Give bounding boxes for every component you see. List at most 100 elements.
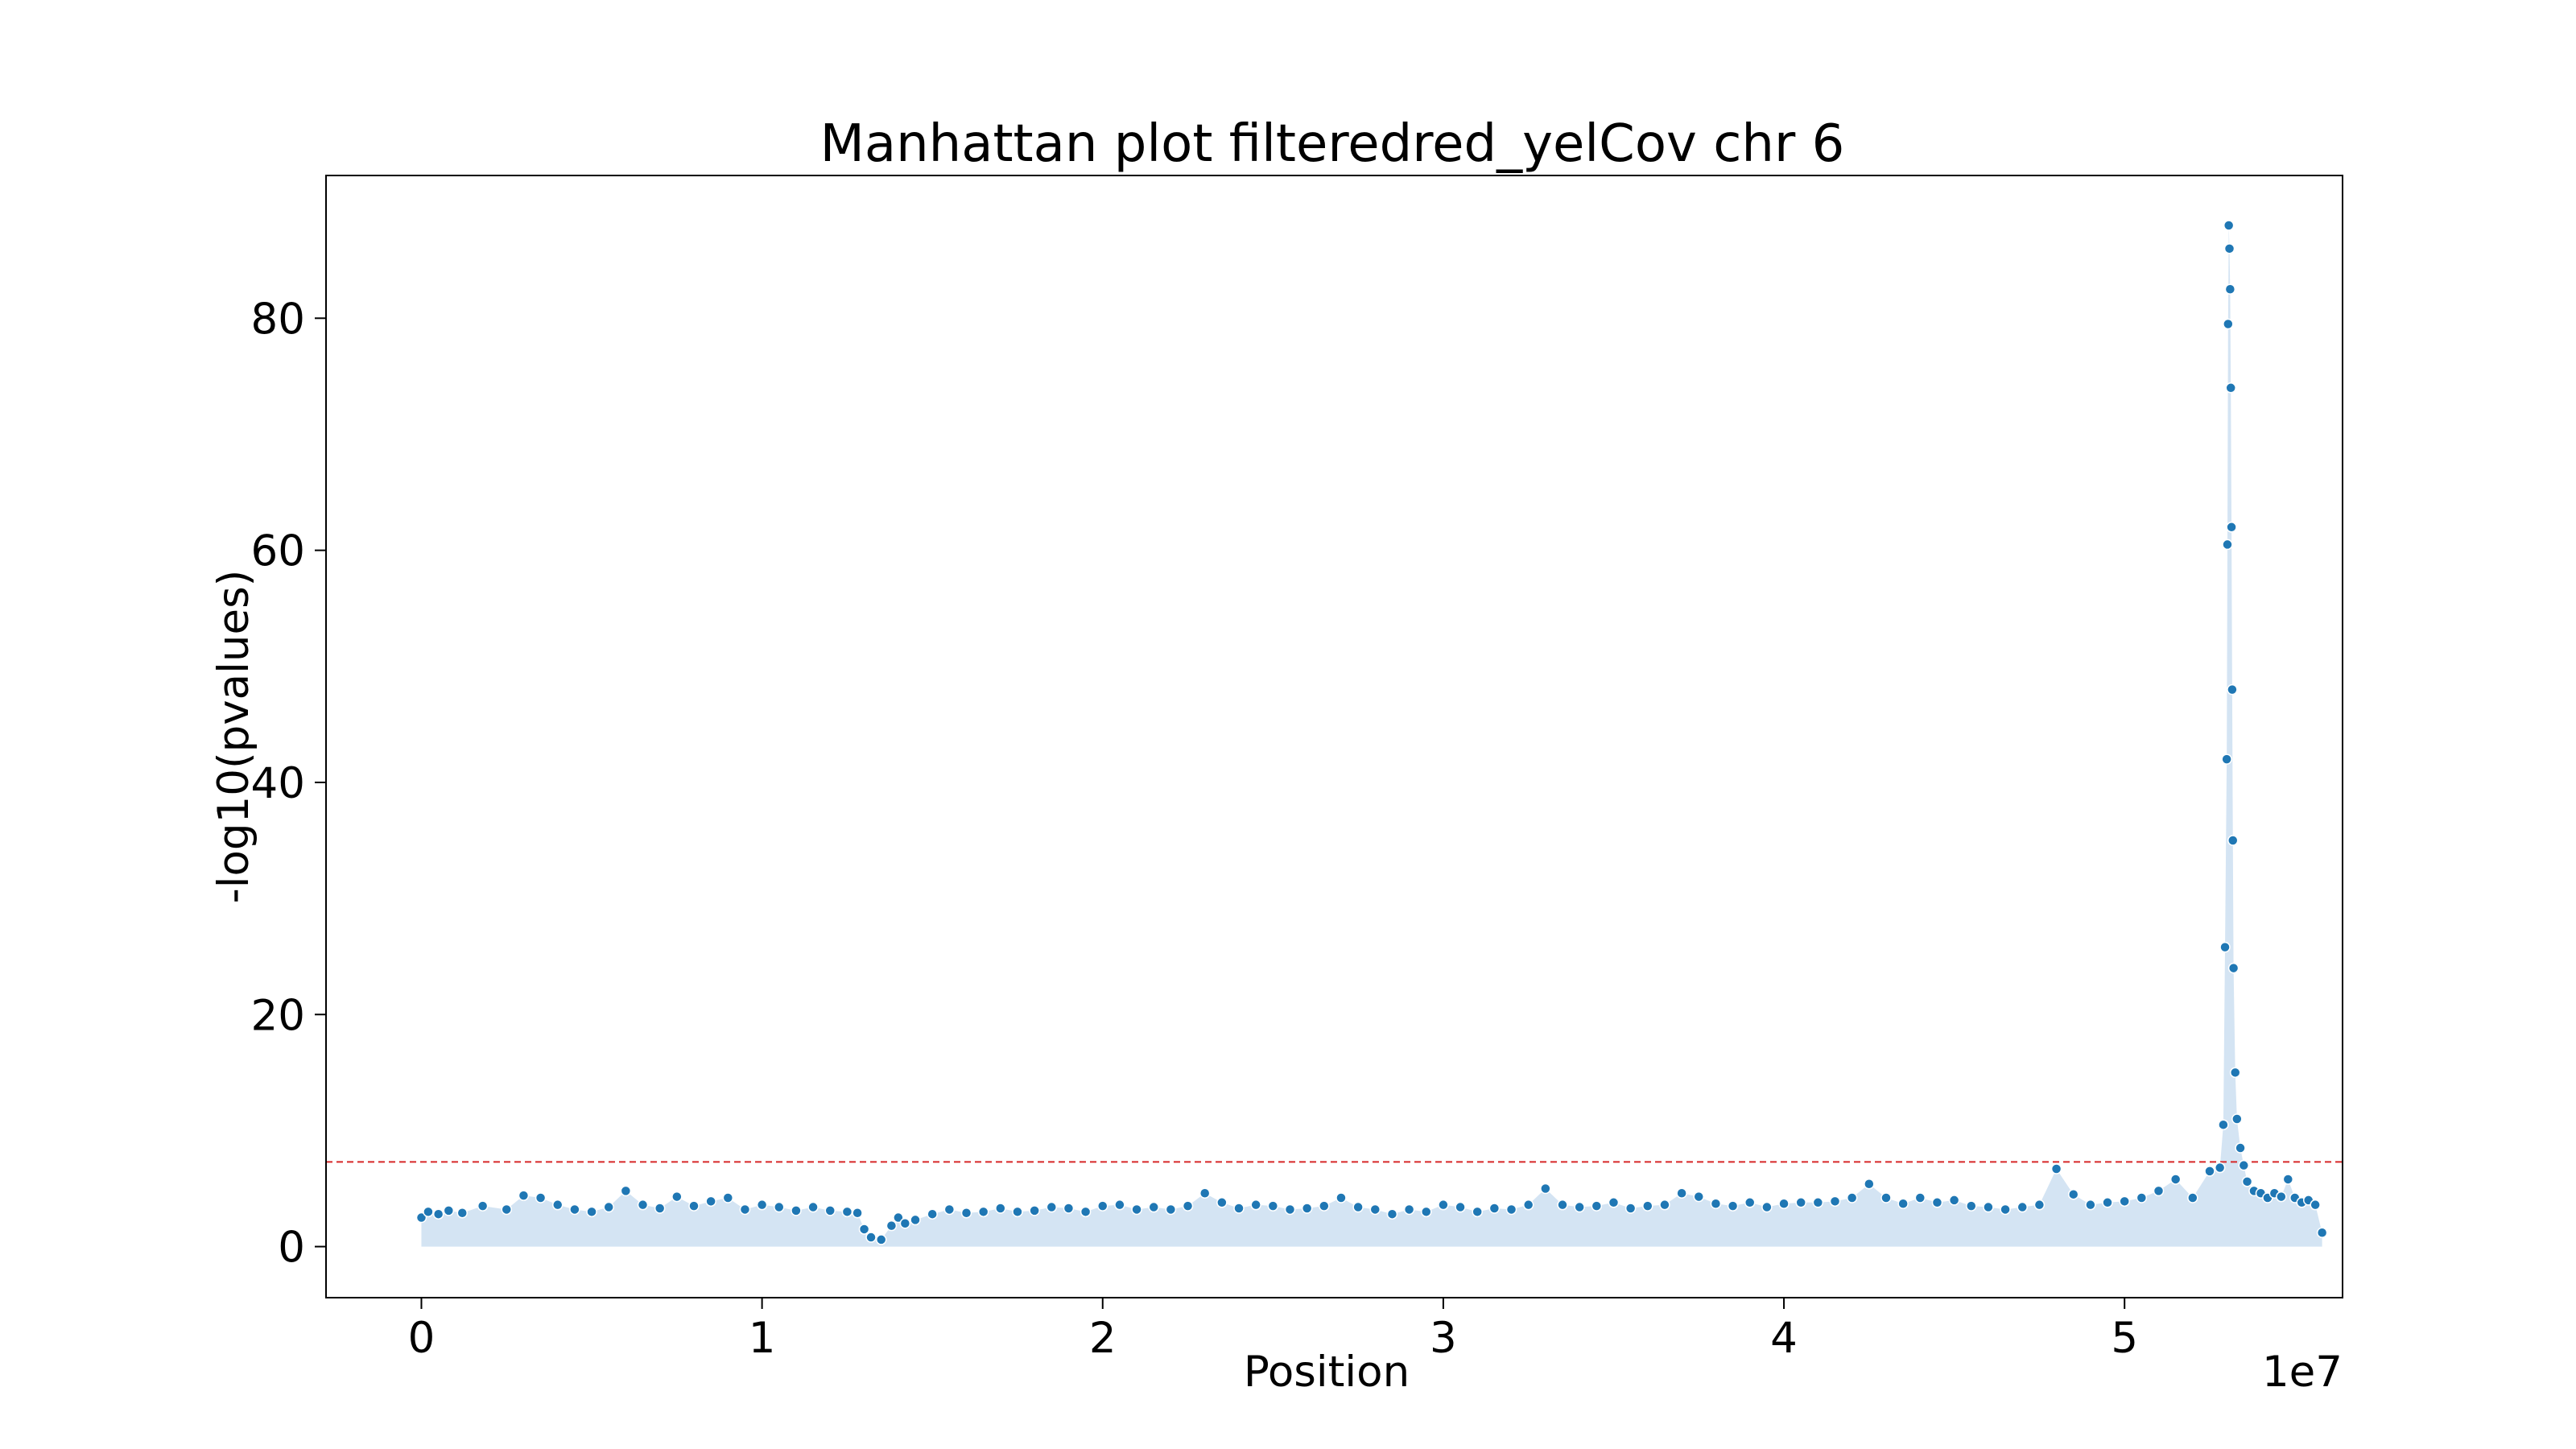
data-point: [791, 1205, 802, 1216]
data-point: [432, 1208, 444, 1220]
x-axis-ticks: 0 1 2 3 4 5: [408, 1298, 2138, 1363]
data-point: [2067, 1188, 2079, 1200]
data-point: [2033, 1199, 2046, 1211]
data-point: [2136, 1192, 2148, 1203]
y-axis-ticks: 0 20 40 60 80: [251, 295, 326, 1273]
y-tick-label: 60: [251, 527, 305, 576]
data-point: [2187, 1192, 2198, 1203]
data-point: [551, 1199, 564, 1211]
data-point: [858, 1224, 870, 1235]
data-point: [1522, 1199, 1534, 1211]
data-point: [1744, 1197, 1756, 1208]
data-point: [2050, 1163, 2062, 1174]
data-point: [1676, 1187, 1687, 1199]
data-point: [2225, 382, 2236, 394]
data-point: [1591, 1200, 1603, 1212]
data-point: [1029, 1205, 1040, 1216]
data-point: [852, 1208, 863, 1219]
data-point: [603, 1201, 614, 1213]
y-tick-label: 40: [251, 759, 305, 808]
data-point: [1693, 1191, 1705, 1203]
data-point: [756, 1199, 768, 1211]
chart-title: Manhattan plot filteredred_yelCov chr 6: [820, 114, 1845, 174]
data-point: [1250, 1199, 1261, 1211]
data-point: [671, 1191, 683, 1203]
y-axis-label: -log10(pvalues): [209, 570, 258, 904]
data-point: [423, 1206, 434, 1218]
data-point: [1846, 1192, 1858, 1203]
data-point: [1420, 1206, 1432, 1218]
data-point: [2223, 243, 2235, 254]
data-point: [739, 1203, 751, 1216]
data-point: [722, 1192, 734, 1203]
data-point: [841, 1206, 853, 1218]
data-point: [1148, 1201, 1159, 1213]
data-points: [415, 220, 2328, 1245]
data-point: [1795, 1197, 1806, 1208]
data-point: [2316, 1227, 2328, 1239]
data-point: [1864, 1178, 1875, 1190]
data-point: [2219, 941, 2231, 953]
data-point: [2222, 539, 2233, 551]
x-tick-label: 2: [1089, 1314, 1117, 1363]
data-point: [2214, 1162, 2226, 1174]
data-point: [1472, 1206, 1483, 1218]
data-point: [807, 1201, 819, 1213]
x-axis-offset-label: 1e7: [2262, 1348, 2343, 1397]
data-point: [2310, 1199, 2321, 1211]
data-point: [443, 1205, 455, 1216]
data-point: [456, 1208, 469, 1219]
data-point: [1710, 1198, 1722, 1209]
x-tick-label: 5: [2111, 1314, 2138, 1363]
data-point: [1369, 1203, 1381, 1216]
data-point: [1488, 1203, 1501, 1214]
data-point: [1557, 1199, 1568, 1211]
data-point: [1165, 1203, 1177, 1216]
data-point: [1897, 1198, 1909, 1209]
data-point: [2235, 1142, 2246, 1154]
data-point: [2017, 1201, 2028, 1213]
x-tick-label: 3: [1430, 1314, 1457, 1363]
data-point: [1335, 1192, 1347, 1203]
data-point: [960, 1208, 972, 1219]
data-point: [2223, 220, 2235, 231]
data-point: [774, 1201, 785, 1213]
data-point: [1097, 1200, 1108, 1212]
data-point: [995, 1203, 1006, 1214]
data-point: [535, 1192, 547, 1203]
data-point: [1199, 1187, 1211, 1199]
data-point: [2169, 1174, 2182, 1185]
data-point: [1455, 1201, 1466, 1213]
x-tick-label: 0: [408, 1314, 436, 1363]
data-point: [1540, 1183, 1551, 1195]
data-point: [943, 1203, 956, 1216]
data-point: [2241, 1176, 2253, 1187]
data-point: [1574, 1201, 1585, 1213]
data-point: [1063, 1203, 1075, 1214]
data-point: [1352, 1201, 1364, 1213]
data-point: [1778, 1198, 1790, 1209]
data-point: [1983, 1201, 1994, 1213]
data-point: [2102, 1197, 2113, 1208]
data-point: [2204, 1166, 2215, 1177]
data-point: [1267, 1200, 1279, 1212]
data-point: [2221, 753, 2232, 765]
data-point: [2227, 683, 2238, 696]
data-point: [1642, 1200, 1653, 1212]
data-point: [2227, 962, 2240, 974]
data-point: [865, 1232, 877, 1243]
data-point: [1659, 1199, 1670, 1211]
y-tick-label: 80: [251, 295, 305, 344]
data-point: [1216, 1197, 1228, 1208]
data-point: [2226, 522, 2237, 533]
data-point: [2276, 1191, 2287, 1203]
data-point: [569, 1203, 580, 1216]
data-point: [1386, 1208, 1398, 1220]
data-point: [1438, 1199, 1449, 1211]
data-point: [2282, 1174, 2294, 1185]
data-point: [977, 1206, 989, 1218]
y-tick-label: 20: [251, 991, 305, 1040]
data-point: [1931, 1197, 1943, 1208]
data-point: [2231, 1113, 2243, 1125]
data-point: [705, 1195, 716, 1208]
